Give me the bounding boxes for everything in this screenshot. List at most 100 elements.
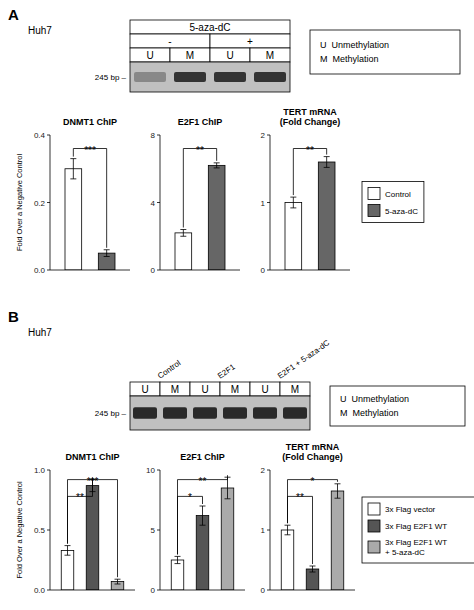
y-tick xyxy=(267,202,270,203)
error-bar xyxy=(310,566,316,572)
header-label: M xyxy=(266,50,274,61)
bracket-leg xyxy=(117,480,118,578)
error-cap xyxy=(104,256,110,257)
y-tick-label: 1 xyxy=(261,526,266,535)
bracket-leg xyxy=(227,475,228,479)
header-cell xyxy=(190,382,220,396)
chart-title: TERT mRNA(Fold Change) xyxy=(280,107,341,127)
text-line: DNMT1 ChIP xyxy=(63,117,117,127)
error-bar xyxy=(115,579,121,584)
error-cap xyxy=(310,572,316,573)
gel-panel: AHuh75-aza-dC-+UMUM245 bp –U Unmethylati… xyxy=(8,6,460,92)
y-tick-label: 0 xyxy=(261,586,266,595)
y-tick xyxy=(47,270,50,271)
bracket-leg xyxy=(216,149,217,161)
lane-group: E2F1 xyxy=(216,362,237,381)
error-bar xyxy=(214,163,220,168)
x-axis-line xyxy=(270,270,350,271)
y-tick-label: 0.4 xyxy=(34,131,46,140)
bar-chart: 0.00.20.4DNMT1 ChIPFold Over a Negative … xyxy=(15,117,130,275)
error-cap xyxy=(285,534,291,535)
bracket-leg xyxy=(67,480,68,544)
significance-label: *** xyxy=(87,476,99,487)
gel-key-entry: M Methylation xyxy=(320,54,379,64)
y-axis-label: Fold Over a Negative Control xyxy=(15,154,24,251)
error-line xyxy=(202,506,203,525)
significance-label: ** xyxy=(296,492,304,503)
bar xyxy=(281,530,294,590)
gel-key-entry: U Unmethylation xyxy=(320,40,389,50)
bracket-leg xyxy=(337,480,338,482)
significance-bracket: ** xyxy=(178,475,228,554)
gel-key-box xyxy=(330,386,465,426)
error-cap xyxy=(310,566,316,567)
y-tick xyxy=(47,590,50,591)
y-tick xyxy=(267,135,270,136)
header-cell xyxy=(130,48,170,62)
gel-band xyxy=(223,407,247,419)
legend-swatch xyxy=(368,188,380,200)
significance-bracket: ** xyxy=(68,478,93,544)
error-cap xyxy=(115,579,121,580)
text-line: (Fold Change) xyxy=(280,117,341,127)
text-line: Control xyxy=(385,190,411,199)
bracket-leg xyxy=(293,149,294,196)
error-line xyxy=(106,250,107,257)
gel-key-entry: U Unmethylation xyxy=(340,394,409,404)
header-cell xyxy=(210,34,290,48)
error-line xyxy=(177,556,178,563)
gel-band xyxy=(214,72,246,82)
error-cap xyxy=(335,498,341,499)
y-tick-label: 0 xyxy=(151,586,156,595)
significance-label: ** xyxy=(196,145,204,156)
chart-title: DNMT1 ChIP xyxy=(63,117,117,127)
plot-area xyxy=(171,477,234,590)
bar xyxy=(196,516,209,590)
error-cap xyxy=(290,207,296,208)
header-cell xyxy=(280,382,310,396)
text-line: DNMT1 ChIP xyxy=(66,452,120,462)
gel-key-entry: M Methylation xyxy=(340,408,399,418)
header-label: + xyxy=(247,36,253,47)
significance-bracket: ** xyxy=(183,145,216,228)
bracket-leg xyxy=(177,480,178,555)
error-bar xyxy=(200,506,206,525)
gel-band xyxy=(253,407,277,419)
text-line: E2F1 ChIP xyxy=(180,452,225,462)
bar xyxy=(86,486,99,590)
error-line xyxy=(326,157,327,168)
bracket-leg xyxy=(106,149,107,248)
x-axis-line xyxy=(270,590,355,591)
error-cap xyxy=(180,229,186,230)
bracket-leg xyxy=(326,149,327,155)
bracket-leg xyxy=(73,149,74,157)
text-line: E2F1 ChIP xyxy=(178,117,223,127)
y-tick xyxy=(157,530,160,531)
y-tick xyxy=(157,470,160,471)
gel-band xyxy=(133,407,157,419)
size-label: 245 bp – xyxy=(95,73,127,82)
y-tick-label: 8 xyxy=(151,131,156,140)
error-cap xyxy=(104,249,110,250)
panel-label: A xyxy=(8,6,19,23)
error-bar xyxy=(285,525,291,535)
error-bar xyxy=(225,477,231,499)
error-cap xyxy=(290,197,296,198)
bracket-leg xyxy=(183,149,184,228)
y-tick xyxy=(47,135,50,136)
header-label: U xyxy=(261,384,268,395)
significance-label: * xyxy=(311,476,315,487)
plot-area xyxy=(65,159,115,270)
cell-line: Huh7 xyxy=(28,327,52,338)
header-cell xyxy=(250,48,290,62)
y-tick xyxy=(157,202,160,203)
error-line xyxy=(312,566,313,572)
bar-chart: 0510E2F1 ChIP*** xyxy=(146,452,245,595)
header-cell xyxy=(170,48,210,62)
y-tick-label: 5 xyxy=(151,526,156,535)
bar xyxy=(331,491,344,590)
header-cell xyxy=(130,20,290,34)
legend-swatch xyxy=(368,520,380,532)
y-tick-label: 0.5 xyxy=(34,526,46,535)
significance-bracket: ** xyxy=(288,492,313,564)
